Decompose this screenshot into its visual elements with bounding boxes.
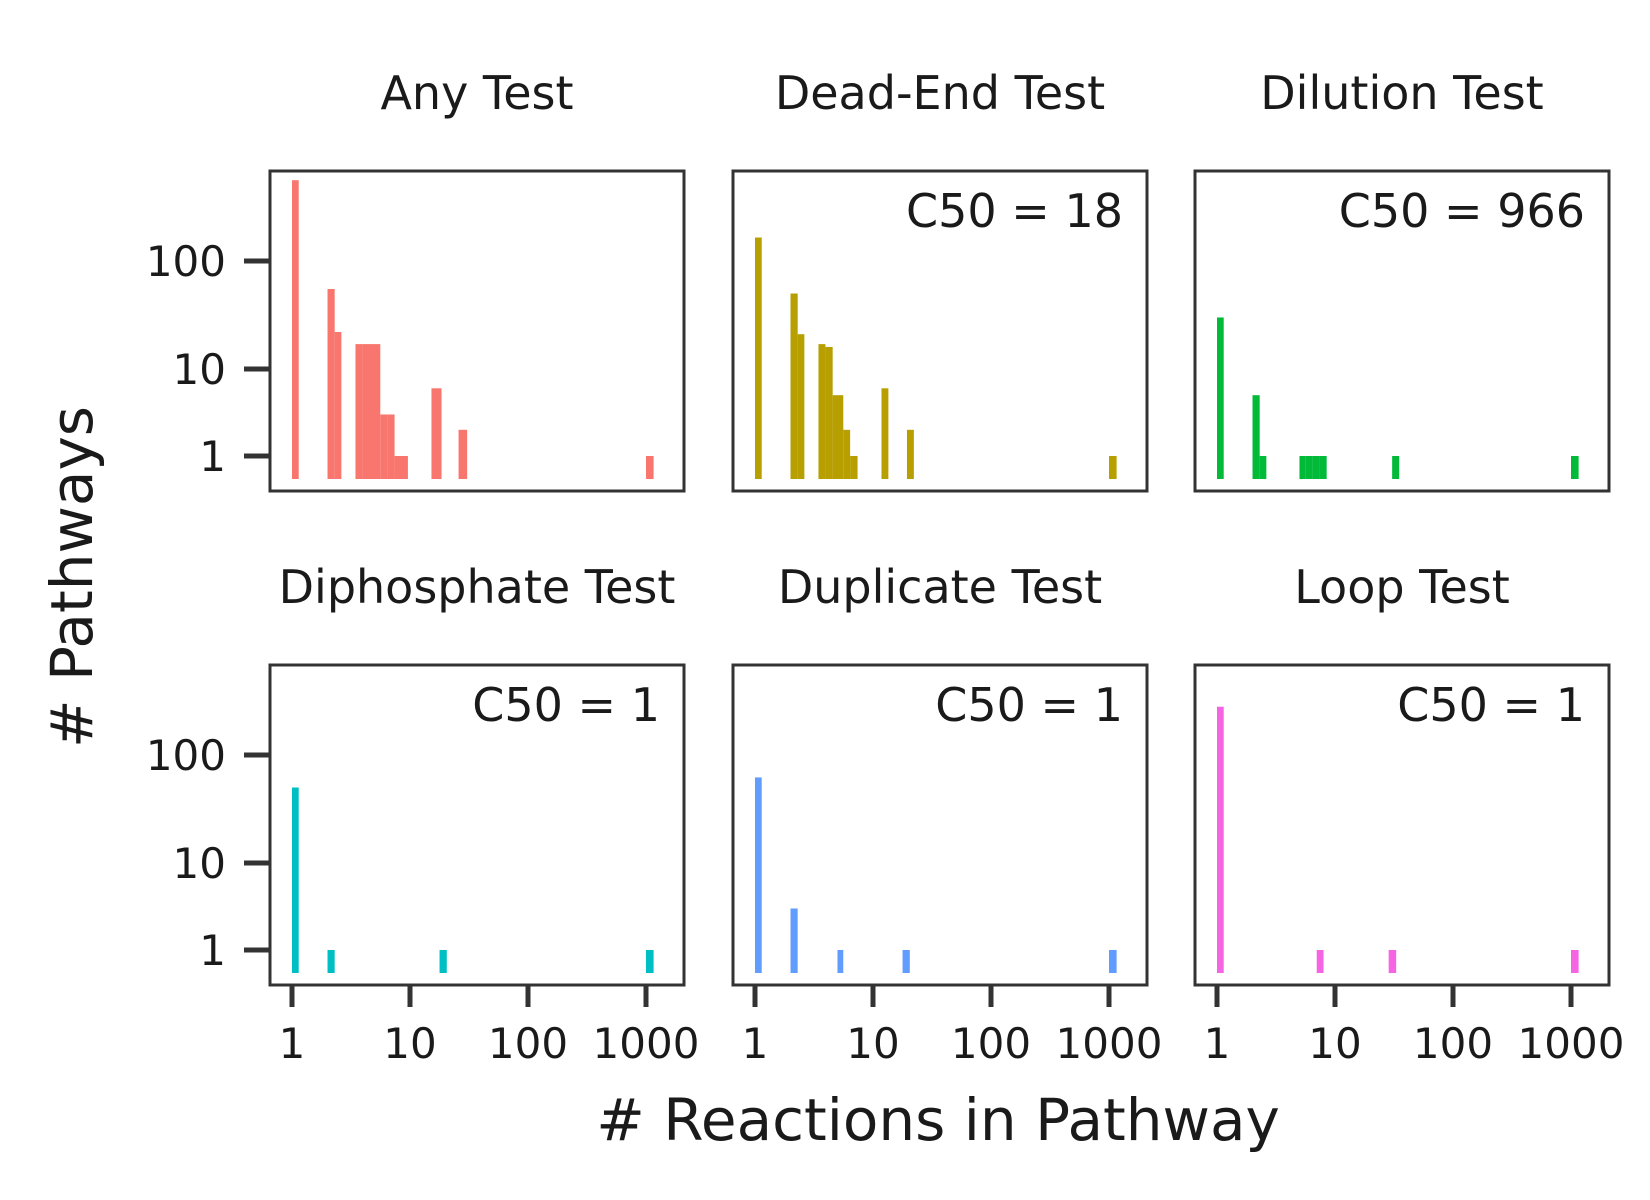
c50-annotation: C50 = 966 — [1339, 184, 1585, 238]
histogram-bar — [790, 908, 798, 973]
y-tick-label: 10 — [173, 839, 226, 888]
histogram-bar — [832, 395, 844, 479]
x-tick-label: 100 — [951, 1019, 1031, 1068]
histogram-bar — [1299, 456, 1306, 479]
panel: Dilution Test C50 = 966 — [1193, 66, 1611, 493]
panel-frame — [1193, 169, 1611, 493]
panel-title: Diphosphate Test — [279, 560, 676, 614]
panel-frame — [1193, 663, 1611, 987]
histogram-bar — [1388, 950, 1397, 973]
histogram-bar — [797, 334, 805, 479]
histogram-bar — [881, 388, 889, 479]
panel-title: Any Test — [380, 66, 573, 120]
histogram-bar — [458, 429, 468, 479]
histogram-bar — [646, 950, 654, 973]
panel: Duplicate Test C50 = 1 1 10 100 1000 — [731, 560, 1163, 1068]
histogram-bar — [431, 388, 442, 479]
x-tick-label: 10 — [1308, 1019, 1361, 1068]
x-tick-label: 1 — [742, 1019, 769, 1068]
panel-frame — [268, 169, 686, 493]
c50-annotation: C50 = 18 — [906, 184, 1123, 238]
panel-title: Duplicate Test — [778, 560, 1102, 614]
histogram-bar — [843, 429, 851, 479]
histogram-bar — [837, 950, 844, 973]
histogram-bar — [902, 950, 910, 973]
panel: Diphosphate Test C50 = 1 1 10 100 1 10 100 1000 — [146, 560, 700, 1068]
histogram-bar — [327, 289, 335, 479]
histogram-bar — [1217, 706, 1224, 973]
histogram-bar — [355, 344, 363, 479]
y-tick-label: 10 — [173, 345, 226, 394]
histogram-bar — [1252, 395, 1260, 479]
panel-title: Dead-End Test — [775, 66, 1105, 120]
histogram-bar — [1259, 456, 1267, 479]
histogram-bar — [1312, 456, 1320, 479]
histogram-bar — [825, 346, 833, 479]
y-tick-label: 1 — [199, 432, 226, 481]
histogram-bar — [1316, 950, 1324, 973]
histogram-bar — [818, 344, 826, 479]
histogram-bar — [1305, 456, 1313, 479]
panel: Any Test 1 10 100 — [146, 66, 686, 493]
histogram-bar — [755, 237, 762, 479]
panel-title: Loop Test — [1294, 560, 1510, 614]
x-tick-label: 1 — [1204, 1019, 1231, 1068]
panel-frame — [731, 663, 1149, 987]
histogram-bar — [292, 787, 299, 973]
histogram-bar — [387, 414, 395, 479]
histogram-bar — [394, 456, 408, 479]
x-tick-label: 100 — [1413, 1019, 1493, 1068]
histogram-bar — [380, 414, 388, 479]
histogram-bar — [906, 429, 914, 479]
c50-annotation: C50 = 1 — [935, 678, 1123, 732]
histogram-bar — [755, 777, 762, 973]
panel-title: Dilution Test — [1260, 66, 1543, 120]
x-tick-label: 1000 — [1518, 1019, 1625, 1068]
histogram-bar — [1571, 456, 1579, 479]
histogram-bar — [1392, 456, 1400, 479]
histogram-bar — [850, 456, 858, 479]
panel: Loop Test C50 = 1 1 10 100 1000 — [1193, 560, 1625, 1068]
y-tick-label: 100 — [146, 731, 226, 780]
histogram-bar — [646, 456, 654, 479]
x-tick-label: 1 — [279, 1019, 306, 1068]
y-axis-label: # Pathways — [38, 406, 106, 748]
histogram-bar — [1571, 950, 1579, 973]
panel-frame — [268, 663, 686, 987]
x-tick-label: 1000 — [593, 1019, 700, 1068]
panel-frame — [731, 169, 1149, 493]
histogram-bar — [1217, 317, 1224, 479]
x-tick-label: 10 — [846, 1019, 899, 1068]
histogram-bar — [439, 950, 447, 973]
c50-annotation: C50 = 1 — [1397, 678, 1585, 732]
histogram-bar — [327, 950, 335, 973]
x-axis-label: # Reactions in Pathway — [596, 1086, 1280, 1154]
histogram-bar — [292, 180, 299, 479]
c50-annotation: C50 = 1 — [472, 678, 660, 732]
y-tick-label: 1 — [199, 926, 226, 975]
panel: Dead-End Test C50 = 18 — [731, 66, 1149, 493]
x-tick-label: 10 — [383, 1019, 436, 1068]
histogram-bar — [1319, 456, 1327, 479]
histogram-bar — [1109, 456, 1117, 479]
histogram-bar — [334, 332, 342, 479]
y-tick-label: 100 — [146, 237, 226, 286]
histogram-bar — [790, 293, 798, 479]
histogram-bar — [362, 344, 381, 479]
x-tick-label: 1000 — [1056, 1019, 1163, 1068]
x-tick-label: 100 — [488, 1019, 568, 1068]
histogram-bar — [1109, 950, 1117, 973]
